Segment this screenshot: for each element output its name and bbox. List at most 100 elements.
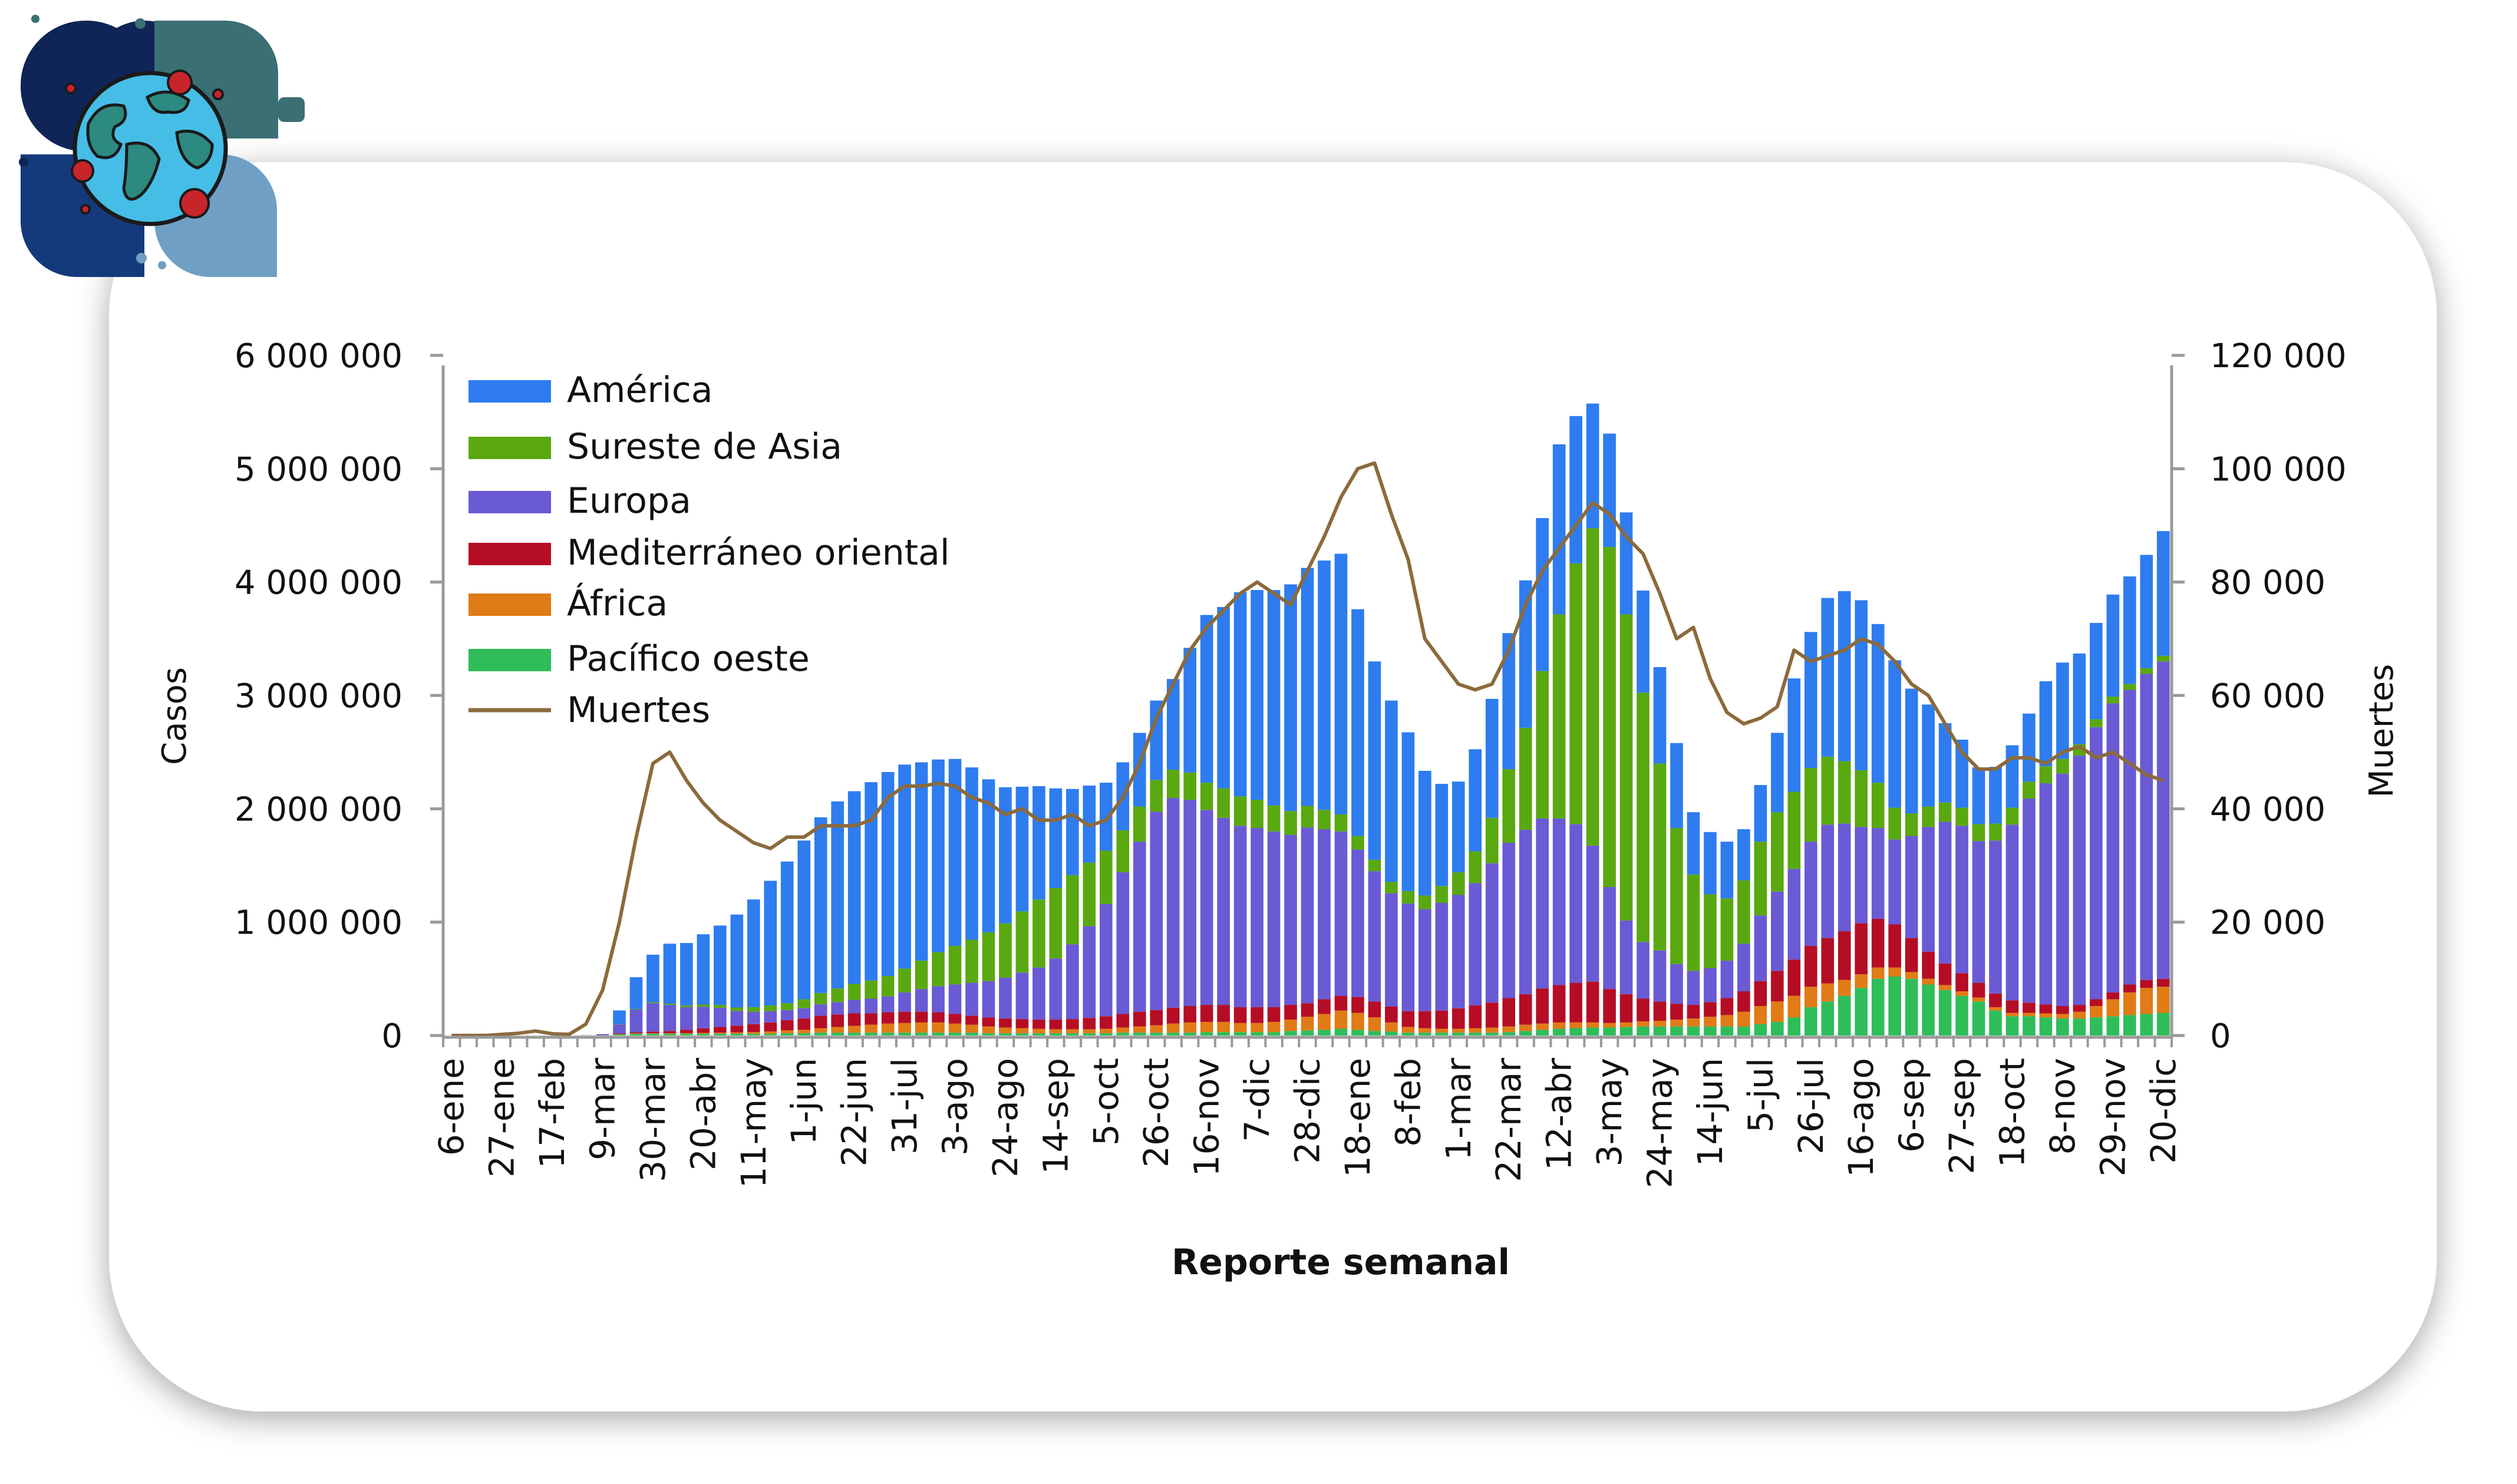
bar-sureste-de-asia <box>2023 781 2036 799</box>
deaths-line <box>451 461 2164 1037</box>
bar-america <box>1922 704 1935 807</box>
x-tick-label: 11-may <box>734 1058 774 1188</box>
bar-sureste-de-asia <box>948 946 962 985</box>
bar-mediterraneo-oriental <box>1099 1016 1113 1029</box>
bar-europa <box>1653 950 1667 1002</box>
bar-mediterraneo-oriental <box>1267 1007 1281 1022</box>
bar-africa <box>1519 1024 1532 1031</box>
bar-europa <box>1351 849 1364 997</box>
bar-mediterraneo-oriental <box>1368 1001 1381 1018</box>
bar-pacifico-oeste <box>1301 1030 1314 1035</box>
bar-mediterraneo-oriental <box>1687 1005 1700 1019</box>
x-tick-label: 14-sep <box>1035 1058 1076 1174</box>
bar-pacifico-oeste <box>915 1033 928 1035</box>
legend-item-sureste-de-asia: Sureste de Asia <box>469 426 842 467</box>
bar-mediterraneo-oriental <box>646 1031 659 1034</box>
bar-africa <box>697 1033 710 1034</box>
bar-america <box>2106 594 2120 697</box>
bar-europa <box>1452 895 1465 1008</box>
bar-america <box>1552 444 1566 615</box>
bar-america <box>1737 829 1750 880</box>
bar-sureste-de-asia <box>1838 761 1851 824</box>
bar-sureste-de-asia <box>1368 859 1381 872</box>
bar-sureste-de-asia <box>865 980 878 999</box>
bar-pacifico-oeste <box>982 1033 995 1035</box>
bar-africa <box>1955 991 1968 996</box>
bar-sureste-de-asia <box>1653 763 1667 951</box>
bar-mediterraneo-oriental <box>1469 1005 1482 1028</box>
bar-pacifico-oeste <box>1637 1026 1650 1035</box>
bar-america <box>865 782 878 981</box>
bar-sureste-de-asia <box>1855 770 1868 827</box>
legend-swatch <box>469 649 551 671</box>
bar-sureste-de-asia <box>1787 792 1801 869</box>
bar-africa <box>646 1033 659 1034</box>
bar-europa <box>1536 818 1549 989</box>
bar-pacifico-oeste <box>680 1034 693 1035</box>
bar-america <box>915 762 928 961</box>
bar-america <box>1787 678 1801 792</box>
bar-mediterraneo-oriental <box>1989 993 2002 1007</box>
bar-america <box>1419 770 1431 896</box>
bar-mediterraneo-oriental <box>680 1030 693 1033</box>
bar-mediterraneo-oriental <box>1938 963 1952 985</box>
bar-pacifico-oeste <box>1922 984 1935 1035</box>
bar-sureste-de-asia <box>646 1002 659 1004</box>
bar-africa <box>797 1030 811 1034</box>
bar-mediterraneo-oriental <box>1871 918 1885 968</box>
bar-europa <box>2106 703 2120 992</box>
bar-america <box>1452 781 1465 873</box>
bar-pacifico-oeste <box>730 1034 744 1035</box>
bar-africa <box>1150 1025 1163 1033</box>
legend-item-america: América <box>469 370 713 411</box>
bar-sureste-de-asia <box>1301 806 1314 828</box>
bar-africa <box>1888 967 1901 977</box>
bar-europa <box>847 1000 861 1014</box>
bar-sureste-de-asia <box>2123 684 2136 690</box>
x-tick-label: 18-ene <box>1338 1058 1378 1178</box>
bar-africa <box>1704 1017 1717 1027</box>
bar-mediterraneo-oriental <box>1552 985 1566 1023</box>
bar-africa <box>847 1025 861 1033</box>
bar-sureste-de-asia <box>1637 692 1650 942</box>
bar-america <box>680 943 693 1005</box>
bar-europa <box>596 1034 609 1035</box>
bar-africa <box>1217 1021 1230 1033</box>
bar-europa <box>1502 843 1516 998</box>
bar-mediterraneo-oriental <box>1083 1018 1096 1030</box>
bar-africa <box>1401 1027 1415 1033</box>
bar-sureste-de-asia <box>1552 614 1566 819</box>
bar-sureste-de-asia <box>2056 759 2069 774</box>
bar-pacifico-oeste <box>780 1033 794 1035</box>
legend-label: Pacífico oeste <box>567 638 810 680</box>
bar-sureste-de-asia <box>780 1003 794 1010</box>
bar-america <box>1217 606 1230 789</box>
bar-africa <box>680 1033 693 1034</box>
bar-sureste-de-asia <box>1536 671 1549 819</box>
bar-sureste-de-asia <box>730 1007 744 1011</box>
bar-europa <box>1955 826 1968 974</box>
bar-europa <box>714 1007 727 1027</box>
bar-sureste-de-asia <box>1771 812 1784 892</box>
bar-europa <box>831 1002 844 1015</box>
bar-pacifico-oeste <box>1569 1028 1582 1035</box>
bar-sureste-de-asia <box>1066 875 1079 945</box>
legend-label: Europa <box>567 480 691 522</box>
bar-pacifico-oeste <box>1653 1026 1667 1035</box>
bar-africa <box>1670 1020 1683 1027</box>
bar-africa <box>1419 1028 1431 1033</box>
bar-pacifico-oeste <box>1200 1032 1213 1035</box>
x-tick-label: 3-ago <box>935 1058 975 1156</box>
bar-america <box>2140 555 2153 668</box>
bar-pacifico-oeste <box>1687 1026 1700 1035</box>
bar-mediterraneo-oriental <box>1838 931 1851 980</box>
bar-africa <box>2090 1005 2103 1018</box>
bar-africa <box>1787 995 1801 1018</box>
bar-mediterraneo-oriental <box>1704 1002 1717 1017</box>
bar-africa <box>1351 1013 1364 1030</box>
bar-sureste-de-asia <box>965 939 978 983</box>
bar-europa <box>2039 783 2053 1005</box>
bar-sureste-de-asia <box>2005 807 2019 825</box>
bar-africa <box>831 1027 844 1033</box>
